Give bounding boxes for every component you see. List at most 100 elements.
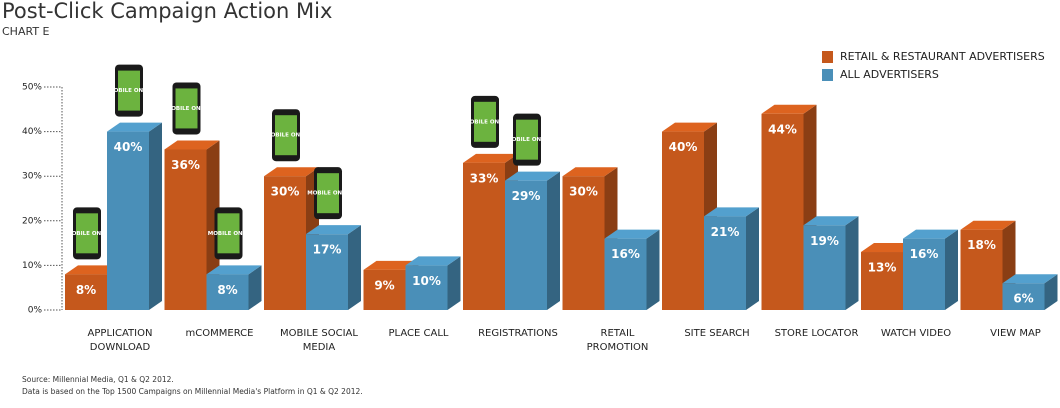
y-tick-label: 50% <box>22 83 42 93</box>
bar <box>662 131 704 310</box>
value-label: 36% <box>171 158 200 172</box>
phone-screen <box>516 119 538 160</box>
bar <box>1002 283 1045 310</box>
bar-side <box>945 229 958 310</box>
mobile-only-icon: MOBILE ONLY <box>265 109 308 162</box>
legend-label: RETAIL & RESTAURANT ADVERTISERS <box>840 50 1045 63</box>
bar <box>960 229 1003 310</box>
phone-screen <box>118 70 140 111</box>
bar-top <box>662 122 717 132</box>
bar <box>463 162 505 310</box>
bar-side <box>149 122 162 310</box>
y-tick-label: 0% <box>28 306 43 316</box>
mobile-only-label: MOBILE ONLY <box>208 231 250 237</box>
bar-top <box>405 256 461 266</box>
bar-side <box>248 265 262 310</box>
mobile-only-label: MOBILE ONLY <box>108 88 150 94</box>
value-label: 30% <box>271 185 300 199</box>
bar-top <box>960 220 1016 230</box>
phone-screen <box>317 173 339 214</box>
x-tick-label: RETAIL PROMOTION <box>586 328 649 353</box>
mobile-only-label: MOBILE ONLY <box>307 191 349 197</box>
bar <box>505 180 547 310</box>
bar-top <box>107 122 162 132</box>
bar <box>306 234 348 310</box>
bar-top <box>463 153 518 163</box>
bar <box>861 252 903 310</box>
bar-side <box>746 207 759 310</box>
bar-top <box>562 167 618 177</box>
value-label: 6% <box>1013 292 1033 306</box>
value-label: 8% <box>217 283 237 297</box>
bar-top <box>65 265 120 275</box>
y-tick-label: 10% <box>22 261 42 271</box>
bar-side <box>348 225 361 310</box>
chart-subtitle: CHART E <box>2 25 50 38</box>
bar-top <box>164 140 220 150</box>
bar-top <box>264 167 319 177</box>
value-label: 8% <box>76 283 96 297</box>
x-tick-label: VIEW MAP <box>990 328 1041 339</box>
x-tick-label: PLACE CALL <box>388 328 449 339</box>
mobile-only-label: MOBILE ONLY <box>66 231 108 237</box>
bar <box>363 269 406 310</box>
mobile-only-icon: MOBILE ONLY <box>307 167 350 220</box>
value-label: 19% <box>810 234 839 248</box>
legend-swatch <box>822 51 833 63</box>
bar-side <box>845 216 859 310</box>
phone-screen <box>76 213 98 254</box>
mobile-only-icon: MOBILE ONLY <box>506 113 549 166</box>
mobile-only-label: MOBILE ONLY <box>166 106 208 112</box>
bar <box>704 216 746 310</box>
phone-screen <box>474 101 496 142</box>
value-label: 16% <box>611 247 640 261</box>
bar <box>903 238 945 310</box>
bar-top <box>861 243 916 253</box>
bar-top <box>604 229 660 239</box>
y-tick-label: 40% <box>22 127 42 137</box>
bar-top <box>206 265 262 275</box>
bar-side <box>1044 274 1058 310</box>
value-label: 10% <box>412 274 441 288</box>
mobile-only-icon: MOBILE ONLY <box>108 64 151 117</box>
bar-side <box>547 171 560 310</box>
mobile-only-icon: MOBILE ONLY <box>66 207 109 260</box>
phone-screen <box>275 115 297 156</box>
bar <box>405 265 448 310</box>
bar <box>803 225 846 310</box>
y-tick-label: 30% <box>22 172 42 182</box>
bar-top <box>903 229 958 239</box>
x-tick-label: APPLICATION DOWNLOAD <box>87 328 153 353</box>
value-label: 21% <box>711 225 740 239</box>
bar <box>562 176 605 310</box>
bar-top <box>1002 274 1058 284</box>
phone-screen <box>217 213 240 254</box>
bar-top <box>761 104 817 114</box>
bar <box>264 176 306 310</box>
mobile-only-icon: MOBILE ONLY <box>464 95 507 148</box>
bar-side <box>646 229 660 310</box>
mobile-only-icon: MOBILE ONLY <box>166 82 208 135</box>
bar <box>164 149 207 310</box>
value-label: 33% <box>470 171 499 185</box>
bar <box>65 274 107 310</box>
value-label: 18% <box>967 238 996 252</box>
bar <box>604 238 647 310</box>
bar-side <box>447 256 461 310</box>
bar-top <box>363 260 419 270</box>
legend-swatch <box>822 69 833 81</box>
value-label: 13% <box>868 261 897 275</box>
x-tick-label: SITE SEARCH <box>684 328 750 339</box>
bar-top <box>505 171 560 181</box>
legend-label: ALL ADVERTISERS <box>840 68 939 81</box>
x-tick-label: WATCH VIDEO <box>880 328 952 339</box>
bar <box>206 274 249 310</box>
mobile-only-label: MOBILE ONLY <box>506 137 548 143</box>
value-label: 30% <box>569 185 598 199</box>
value-label: 40% <box>114 140 143 154</box>
y-tick-label: 20% <box>22 216 42 226</box>
value-label: 17% <box>313 243 342 257</box>
value-label: 44% <box>768 122 797 136</box>
